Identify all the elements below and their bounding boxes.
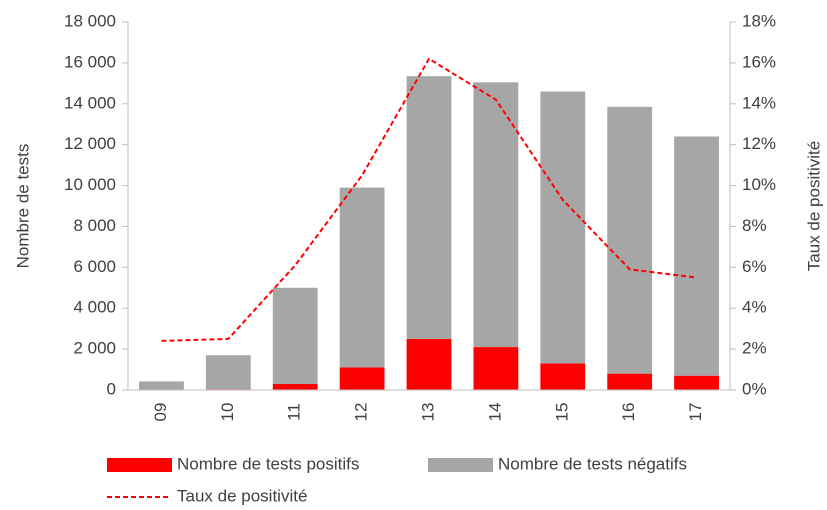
y2-tick-label: 16% xyxy=(742,52,776,71)
y-tick-label: 8 000 xyxy=(73,216,116,235)
bar xyxy=(607,373,653,390)
bar xyxy=(406,76,452,339)
bar xyxy=(473,347,519,390)
legend-label: Nombre de tests positifs xyxy=(177,454,359,473)
y-tick-label: 2 000 xyxy=(73,339,116,358)
x-tick-label: 10 xyxy=(218,403,237,422)
x-tick-label: 13 xyxy=(418,403,437,422)
x-tick-label: 17 xyxy=(686,403,705,422)
x-tick-label: 09 xyxy=(151,403,170,422)
legend-swatch xyxy=(107,458,172,472)
line xyxy=(161,57,697,342)
y-tick-label: 4 000 xyxy=(73,298,116,317)
bar xyxy=(406,338,452,390)
y2-tick-label: 0% xyxy=(742,379,767,398)
legend-label: Taux de positivité xyxy=(177,486,307,505)
bar xyxy=(607,106,653,374)
y-tick-label: 16 000 xyxy=(64,52,116,71)
x-tick-label: 11 xyxy=(285,403,304,421)
y2-tick-label: 4% xyxy=(742,298,767,317)
y-axis-title: Nombre de tests xyxy=(13,144,32,269)
y2-tick-label: 6% xyxy=(742,257,767,276)
bar xyxy=(339,367,385,390)
legend-label: Nombre de tests négatifs xyxy=(498,454,687,473)
y-tick-label: 10 000 xyxy=(64,175,116,194)
bar xyxy=(540,363,586,390)
y-tick-label: 6 000 xyxy=(73,257,116,276)
bar xyxy=(272,383,318,390)
bar xyxy=(339,187,385,368)
y2-tick-label: 8% xyxy=(742,216,767,235)
bar xyxy=(674,136,719,376)
y2-tick-label: 14% xyxy=(742,93,776,112)
bar xyxy=(674,375,719,390)
y2-tick-label: 10% xyxy=(742,175,776,194)
bar xyxy=(205,355,251,390)
x-tick-label: 12 xyxy=(352,403,371,422)
x-tick-label: 14 xyxy=(485,403,504,422)
bar xyxy=(139,381,184,390)
legend-swatch xyxy=(428,458,493,472)
bar xyxy=(540,91,586,364)
y-tick-label: 14 000 xyxy=(64,93,116,112)
x-tick-label: 16 xyxy=(619,403,638,422)
y2-tick-label: 18% xyxy=(742,11,776,30)
x-tick-label: 15 xyxy=(552,403,571,422)
bar xyxy=(473,82,519,348)
y2-axis-title: Taux de positivité xyxy=(804,141,823,271)
y-tick-label: 0 xyxy=(107,379,116,398)
y-tick-label: 12 000 xyxy=(64,134,116,153)
y-tick-label: 18 000 xyxy=(64,11,116,30)
bar xyxy=(272,287,318,384)
y2-tick-label: 12% xyxy=(742,134,776,153)
y2-tick-label: 2% xyxy=(742,339,767,358)
